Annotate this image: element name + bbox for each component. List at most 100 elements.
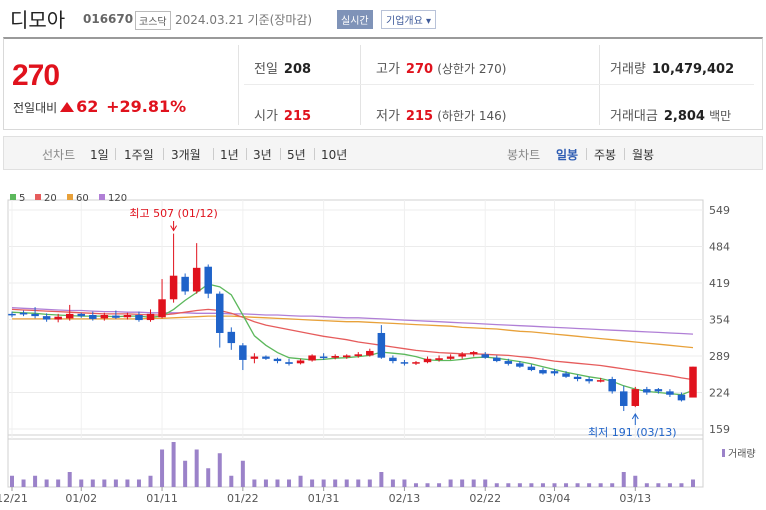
volume-bar (171, 442, 176, 487)
divider (360, 45, 361, 125)
volume-bar (494, 483, 499, 487)
tab-daily[interactable]: 일봉 (556, 148, 579, 162)
volume-bar (240, 460, 245, 487)
volume-bar (310, 479, 315, 487)
volume-bar (21, 479, 26, 487)
volume-bar (275, 479, 280, 487)
quote-date: 2024.03.21 기준(장마감) (175, 13, 313, 27)
volume-bar (402, 479, 407, 487)
x-tick-label: 02/13 (389, 492, 421, 505)
volume-bar (148, 475, 153, 487)
volume-bar (460, 479, 465, 487)
volume-bar (125, 479, 130, 487)
candle-body (285, 362, 293, 364)
volume-bar (575, 483, 580, 487)
volume-bar (356, 479, 361, 487)
tab-1d[interactable]: 1일 (90, 148, 109, 162)
tab-3y[interactable]: 3년 (253, 148, 272, 162)
x-tick-label: 12/21 (0, 492, 28, 505)
volume-bar (56, 479, 61, 487)
candle-body (273, 358, 282, 362)
volume-bar (367, 479, 372, 487)
current-price: 270 (12, 59, 60, 92)
volume-bar (437, 483, 442, 487)
candle-body (54, 316, 62, 320)
candle-body (654, 389, 663, 392)
candle-body (308, 355, 316, 361)
candle-body (585, 379, 593, 382)
candle-body (550, 371, 559, 374)
x-tick-label: 01/02 (65, 492, 97, 505)
volume-bar (691, 479, 695, 487)
candle-body (608, 379, 616, 392)
stock-code: 016670 (83, 12, 134, 26)
volume-bar (413, 483, 418, 487)
legend-swatch (67, 194, 73, 200)
price-change: 전일대비 62 +29.81% (13, 97, 186, 116)
tab-1y[interactable]: 1년 (220, 148, 239, 162)
tab-10y[interactable]: 10년 (321, 148, 348, 162)
candle-body (504, 361, 513, 364)
open-price: 시가 215 (254, 109, 312, 124)
volume-bar (610, 483, 615, 487)
volume-bar (390, 479, 395, 487)
candle-body (516, 363, 524, 367)
volume-bar (587, 483, 592, 487)
volume-bar (10, 475, 14, 487)
realtime-button[interactable]: 실시간 (337, 10, 373, 29)
candle-body (389, 357, 397, 362)
volume-bar (217, 453, 222, 487)
volume-bar (529, 483, 534, 487)
volume-bar (483, 479, 488, 487)
candle-body (19, 312, 28, 315)
candle-body (158, 299, 166, 318)
volume-info: 거래량 10,479,402 (610, 62, 735, 77)
candle-body (262, 356, 270, 359)
candle-chart-label: 봉차트 (507, 148, 541, 162)
tab-weekly[interactable]: 주봉 (594, 148, 617, 162)
candle-body (366, 350, 374, 356)
candle-body (227, 331, 236, 344)
volume-label: 거래량 (728, 448, 756, 460)
volume-bar (667, 483, 672, 487)
volume-bar (333, 479, 338, 487)
ma20-line (11, 308, 694, 381)
volume-plot-frame (7, 434, 704, 488)
candle-body (204, 266, 212, 294)
prev-close: 전일 208 (254, 62, 312, 77)
candle-body (643, 389, 651, 393)
candle-body (181, 276, 189, 292)
volume-bar (160, 449, 165, 487)
high-arrow-icon (170, 225, 178, 232)
divider (238, 45, 239, 125)
tab-monthly[interactable]: 월봉 (632, 148, 655, 162)
tab-3m[interactable]: 3개월 (171, 148, 201, 162)
candle-body (527, 366, 536, 371)
candle-body (216, 293, 224, 333)
volume-legend-swatch (722, 449, 725, 457)
volume-bar (136, 479, 141, 487)
volume-bar (425, 483, 430, 487)
ma60-line (12, 315, 694, 349)
candle-body (539, 370, 547, 374)
line-chart-label: 선차트 (42, 148, 76, 162)
candle-body (296, 360, 305, 364)
candle-body (689, 366, 697, 398)
volume-bar (540, 483, 545, 487)
volume-bar (679, 483, 684, 487)
volume-bar (506, 483, 511, 487)
volume-bar (471, 479, 476, 487)
x-tick-label: 03/13 (619, 492, 651, 505)
candle-body (42, 316, 51, 320)
x-tick-label: 03/04 (539, 492, 571, 505)
y-tick-label: 354 (709, 314, 730, 327)
candle-body (481, 354, 489, 358)
x-tick-label: 02/22 (469, 492, 501, 505)
tab-1w[interactable]: 1주일 (124, 148, 154, 162)
volume-bar (644, 483, 649, 487)
high-price: 고가 270 (상한가 270) (376, 62, 507, 77)
company-info-button[interactable]: 기업개요 ▾ (381, 10, 436, 29)
tab-5y[interactable]: 5년 (287, 148, 306, 162)
candle-body (446, 356, 455, 359)
candle-body (377, 332, 386, 358)
